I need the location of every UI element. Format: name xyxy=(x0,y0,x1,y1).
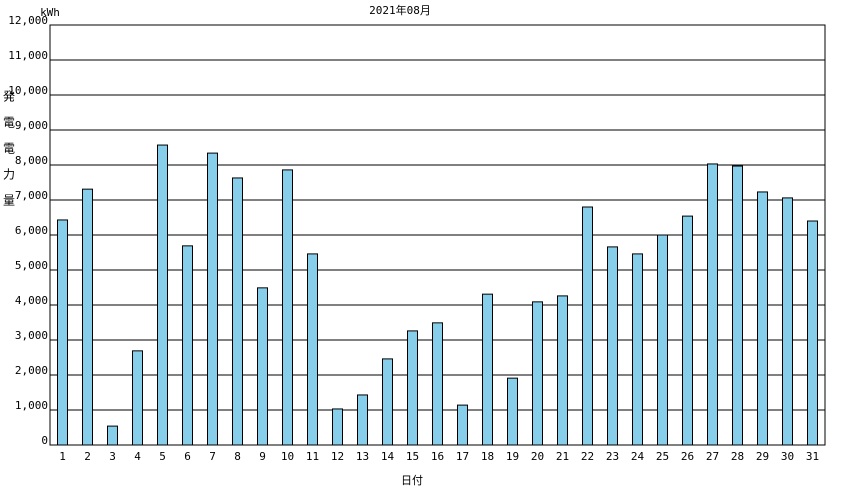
chart-title: 2021年08月 xyxy=(369,3,431,17)
x-tick-label: 24 xyxy=(631,450,645,463)
bar xyxy=(232,177,243,446)
x-tick-label: 15 xyxy=(406,450,419,463)
bar xyxy=(82,188,93,446)
x-tick-label: 7 xyxy=(209,450,216,463)
bar xyxy=(557,295,568,446)
bar xyxy=(182,245,193,446)
bar xyxy=(807,220,818,446)
x-tick-label: 18 xyxy=(481,450,494,463)
y-tick-label: 5,000 xyxy=(15,259,48,272)
bar xyxy=(507,377,518,446)
x-tick-label: 19 xyxy=(506,450,519,463)
y-tick-label: 12,000 xyxy=(8,14,48,27)
bar xyxy=(582,206,593,446)
x-tick-label: 14 xyxy=(381,450,395,463)
y-tick-label: 11,000 xyxy=(8,49,48,62)
bar xyxy=(732,165,743,446)
y-tick-label: 10,000 xyxy=(8,84,48,97)
bar xyxy=(532,301,543,446)
x-tick-label: 27 xyxy=(706,450,719,463)
x-tick-label: 3 xyxy=(109,450,116,463)
bar xyxy=(207,152,218,446)
x-tick-label: 22 xyxy=(581,450,594,463)
x-tick-label: 13 xyxy=(356,450,369,463)
bar xyxy=(782,197,793,446)
x-tick-label: 20 xyxy=(531,450,544,463)
bar xyxy=(482,293,493,446)
x-tick-label: 8 xyxy=(234,450,241,463)
bar xyxy=(407,330,418,446)
x-tick-label: 11 xyxy=(306,450,319,463)
x-tick-label: 4 xyxy=(134,450,141,463)
y-tick-label: 1,000 xyxy=(15,399,48,412)
x-tick-label: 26 xyxy=(681,450,694,463)
y-tick-label: 9,000 xyxy=(15,119,48,132)
bar xyxy=(632,253,643,446)
x-tick-label: 2 xyxy=(84,450,91,463)
y-tick-label: 3,000 xyxy=(15,329,48,342)
bar xyxy=(657,234,668,446)
x-tick-label: 9 xyxy=(259,450,266,463)
bar xyxy=(607,246,618,446)
bar xyxy=(307,253,318,446)
bar xyxy=(157,144,168,446)
x-tick-label: 23 xyxy=(606,450,619,463)
y-tick-label: 7,000 xyxy=(15,189,48,202)
x-tick-label: 1 xyxy=(59,450,66,463)
x-tick-label: 16 xyxy=(431,450,444,463)
x-tick-label: 17 xyxy=(456,450,469,463)
y-tick-label: 6,000 xyxy=(15,224,48,237)
bar xyxy=(682,215,693,446)
bar xyxy=(57,219,68,446)
x-tick-label: 12 xyxy=(331,450,344,463)
y-unit: kWh xyxy=(40,6,60,19)
x-tick-label: 30 xyxy=(781,450,794,463)
bar xyxy=(357,394,368,446)
bar xyxy=(332,408,343,446)
y-tick-label: 4,000 xyxy=(15,294,48,307)
bar xyxy=(132,350,143,446)
bar xyxy=(757,191,768,446)
bar xyxy=(107,425,118,446)
bar xyxy=(257,287,268,446)
x-tick-label: 10 xyxy=(281,450,294,463)
y-tick-label: 8,000 xyxy=(15,154,48,167)
x-tick-label: 21 xyxy=(556,450,569,463)
y-axis-label: 発電電力量 xyxy=(2,90,16,220)
bar xyxy=(457,404,468,446)
bar xyxy=(432,322,443,446)
bar xyxy=(282,169,293,446)
x-tick-label: 29 xyxy=(756,450,769,463)
x-tick-label: 28 xyxy=(731,450,744,463)
bar xyxy=(707,163,718,446)
x-tick-label: 6 xyxy=(184,450,191,463)
x-tick-label: 5 xyxy=(159,450,166,463)
x-tick-label: 31 xyxy=(806,450,819,463)
x-tick-label: 25 xyxy=(656,450,669,463)
x-axis-label: 日付 xyxy=(401,474,423,487)
bar xyxy=(382,358,393,446)
y-tick-label: 2,000 xyxy=(15,364,48,377)
y-tick-label: 0 xyxy=(41,434,48,447)
